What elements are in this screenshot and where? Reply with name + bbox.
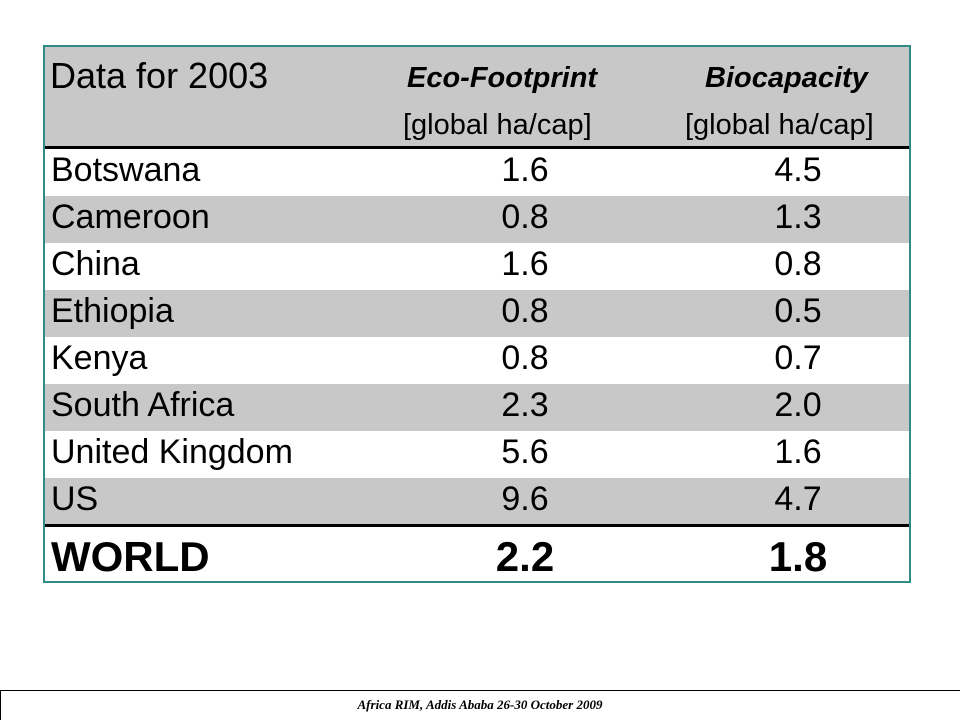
biocapacity-cell: 4.7 <box>774 480 822 518</box>
country-cell: Ethiopia <box>51 292 174 330</box>
table-row: US 9.6 4.7 <box>45 478 909 525</box>
table-row: China 1.6 0.8 <box>45 243 909 290</box>
table-title: Data for 2003 <box>50 55 269 96</box>
column-unit-biocapacity: [global ha/cap] <box>685 109 874 141</box>
biocapacity-cell: 0.5 <box>774 292 822 330</box>
country-cell: US <box>51 480 99 518</box>
header-separator <box>45 146 909 149</box>
biocapacity-cell: 0.7 <box>774 339 822 377</box>
footer-caption: Africa RIM, Addis Ababa 26-30 October 20… <box>357 697 603 712</box>
table-row: Botswana 1.6 4.5 <box>45 149 909 196</box>
table-row: United Kingdom 5.6 1.6 <box>45 431 909 478</box>
table-row: Kenya 0.8 0.7 <box>45 337 909 384</box>
footprint-cell: 0.8 <box>501 198 549 236</box>
biocapacity-cell: 0.8 <box>774 245 822 283</box>
biocapacity-cell: 4.5 <box>774 151 822 189</box>
total-separator <box>45 524 909 527</box>
footprint-cell: 0.8 <box>501 292 549 330</box>
biocapacity-cell: 2.0 <box>774 386 822 424</box>
total-biocapacity: 1.8 <box>768 533 828 580</box>
footprint-cell: 5.6 <box>501 433 549 471</box>
country-cell: Cameroon <box>51 198 210 236</box>
table-row: Ethiopia 0.8 0.5 <box>45 290 909 337</box>
footprint-cell: 2.3 <box>501 386 549 424</box>
country-cell: South Africa <box>51 386 235 424</box>
footprint-cell: 1.6 <box>501 245 549 283</box>
footprint-cell: 9.6 <box>501 480 549 518</box>
table-row: South Africa 2.3 2.0 <box>45 384 909 431</box>
biocapacity-cell: 1.3 <box>774 198 822 236</box>
biocapacity-cell: 1.6 <box>774 433 822 471</box>
country-cell: China <box>51 245 140 283</box>
footprint-cell: 0.8 <box>501 339 549 377</box>
total-footprint: 2.2 <box>495 533 555 580</box>
country-cell: Kenya <box>51 339 148 377</box>
column-header-biocapacity: Biocapacity <box>705 62 868 94</box>
data-table: Data for 2003 Eco-Footprint [global ha/c… <box>43 45 911 583</box>
total-label: WORLD <box>51 533 210 580</box>
total-row: WORLD 2.2 1.8 <box>45 527 909 587</box>
country-cell: United Kingdom <box>51 433 293 471</box>
country-cell: Botswana <box>51 151 201 189</box>
table-row: Cameroon 0.8 1.3 <box>45 196 909 243</box>
table-header: Data for 2003 Eco-Footprint [global ha/c… <box>45 47 909 146</box>
footer-edge <box>0 690 1 720</box>
column-unit-eco-footprint: [global ha/cap] <box>403 109 592 141</box>
footer-divider <box>0 690 960 691</box>
footprint-cell: 1.6 <box>501 151 549 189</box>
column-header-eco-footprint: Eco-Footprint <box>407 62 598 94</box>
